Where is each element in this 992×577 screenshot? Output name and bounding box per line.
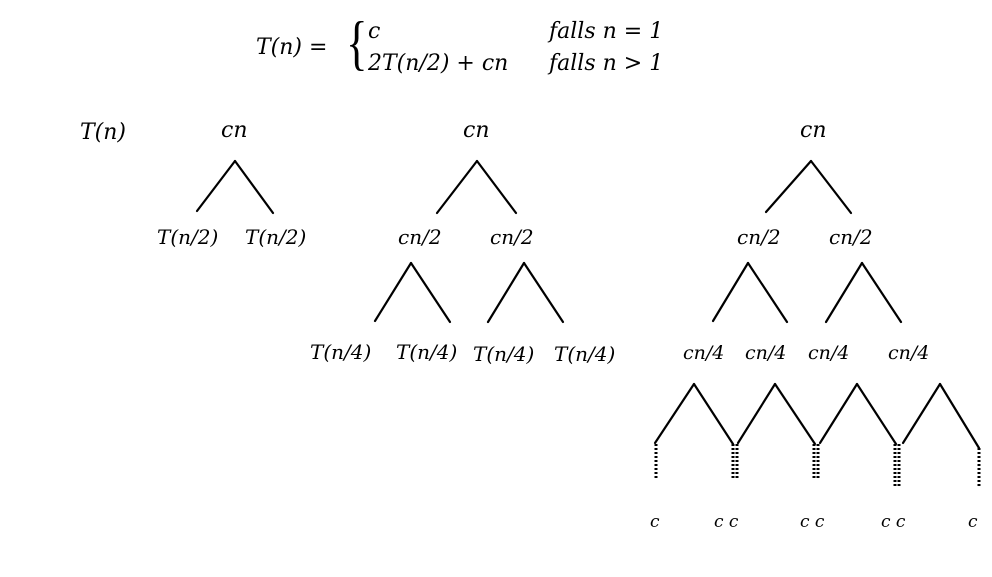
stage3-root: cn xyxy=(800,118,827,143)
stage2-level2-node: T(n/4) xyxy=(396,340,458,364)
stage3-edge-l1a-left xyxy=(711,261,750,323)
stage2-level2-node: T(n/4) xyxy=(473,342,535,366)
stage2-root: cn xyxy=(463,118,490,143)
stage3-edge-l1a-right xyxy=(746,261,789,324)
stage3-edge-l2a-left xyxy=(653,382,696,445)
stage3-level1-node: cn/2 xyxy=(829,225,873,249)
stage1-root: cn xyxy=(221,118,248,143)
stage2-edge-l1a-left xyxy=(373,261,413,323)
stage3-level2-node: cn/4 xyxy=(745,342,787,364)
stage2-level2-node: T(n/4) xyxy=(554,342,616,366)
stage3-leaf: c xyxy=(968,512,978,532)
stage3-leaf: c c xyxy=(714,512,739,532)
stage1-edge-left xyxy=(195,159,237,213)
stage3-edge-l2b-right xyxy=(773,382,817,446)
stage2-level2-node: T(n/4) xyxy=(310,340,372,364)
stage3-edge-l2a-right xyxy=(692,382,735,446)
case2-expression: 2T(n/2) + cn xyxy=(368,51,509,76)
stage3-level2-node: cn/4 xyxy=(888,342,930,364)
stage3-edge-l2d-left xyxy=(901,382,942,445)
stage1-right-child: T(n/2) xyxy=(245,225,307,249)
case2-condition: falls n > 1 xyxy=(549,51,664,76)
stage3-edge-l2c-left xyxy=(818,382,859,445)
stage2-edge-l1b-left xyxy=(486,261,526,324)
recurrence-lhs: T(n) = xyxy=(256,35,328,60)
stage3-edge-l1b-left xyxy=(824,261,864,324)
case1-condition: falls n = 1 xyxy=(549,19,664,44)
stage3-edge-l2c-right xyxy=(855,382,898,446)
stage3-leaf: c c xyxy=(881,512,906,532)
stage3-edge-l2b-left xyxy=(736,382,777,445)
case-brace: { xyxy=(346,10,368,76)
stage3-leaf: c xyxy=(650,512,660,532)
stage3-edge-root-right xyxy=(809,159,853,215)
stage2-edge-l1a-right xyxy=(409,261,452,324)
stage1-left-child: T(n/2) xyxy=(157,225,219,249)
stage2-level1-node: cn/2 xyxy=(398,225,442,249)
case1-expression: c xyxy=(368,19,381,44)
stage3-level1-node: cn/2 xyxy=(737,225,781,249)
stage3-edge-root-left xyxy=(764,159,813,214)
stage2-level1-node: cn/2 xyxy=(490,225,534,249)
stage1-edge-right xyxy=(233,159,275,215)
stage2-edge-root-right xyxy=(475,159,518,215)
stage0-label: T(n) xyxy=(80,120,127,145)
stage3-edge-l1b-right xyxy=(860,261,903,324)
stage2-edge-root-left xyxy=(435,159,479,215)
stage2-edge-l1b-right xyxy=(522,261,565,324)
stage3-level2-node: cn/4 xyxy=(808,342,850,364)
stage3-level2-node: cn/4 xyxy=(683,342,725,364)
stage3-leaf: c c xyxy=(800,512,825,532)
stage3-edge-l2d-right xyxy=(938,382,981,450)
